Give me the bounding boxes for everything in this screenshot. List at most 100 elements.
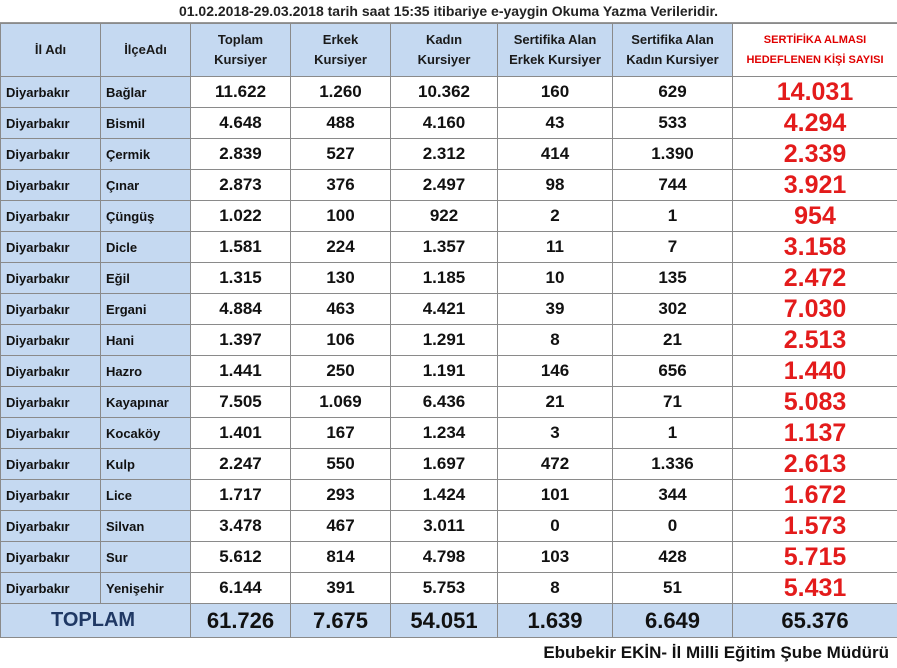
- value-cell: 2.873: [191, 170, 291, 201]
- value-cell: 101: [498, 480, 613, 511]
- header-text: HEDEFLENEN KİŞİ SAYISI: [733, 50, 897, 70]
- value-cell: 472: [498, 449, 613, 480]
- value-cell: 428: [613, 542, 733, 573]
- value-cell: 527: [291, 139, 391, 170]
- name-cell: Diyarbakır: [1, 294, 101, 325]
- name-cell: Ergani: [101, 294, 191, 325]
- value-cell: 5.612: [191, 542, 291, 573]
- total-cell: 54.051: [391, 604, 498, 638]
- name-cell: Diyarbakır: [1, 418, 101, 449]
- value-cell: 1.357: [391, 232, 498, 263]
- value-cell: 43: [498, 108, 613, 139]
- name-cell: Diyarbakır: [1, 511, 101, 542]
- value-cell: 2.339: [733, 139, 897, 170]
- name-cell: Dicle: [101, 232, 191, 263]
- value-cell: 103: [498, 542, 613, 573]
- value-cell: 5.083: [733, 387, 897, 418]
- name-cell: Diyarbakır: [1, 356, 101, 387]
- title: 01.02.2018-29.03.2018 tarih saat 15:35 i…: [0, 0, 897, 23]
- header-text: Kursiyer: [291, 50, 390, 70]
- value-cell: 463: [291, 294, 391, 325]
- value-cell: 1.022: [191, 201, 291, 232]
- value-cell: 1.573: [733, 511, 897, 542]
- name-cell: Kocaköy: [101, 418, 191, 449]
- name-cell: Hani: [101, 325, 191, 356]
- name-cell: Bağlar: [101, 77, 191, 108]
- value-cell: 4.798: [391, 542, 498, 573]
- value-cell: 1.697: [391, 449, 498, 480]
- name-cell: Hazro: [101, 356, 191, 387]
- value-cell: 1.581: [191, 232, 291, 263]
- value-cell: 11.622: [191, 77, 291, 108]
- value-cell: 744: [613, 170, 733, 201]
- header-text: Sertifika Alan: [498, 30, 612, 50]
- value-cell: 1.397: [191, 325, 291, 356]
- total-cell: 1.639: [498, 604, 613, 638]
- value-cell: 160: [498, 77, 613, 108]
- value-cell: 1.069: [291, 387, 391, 418]
- value-cell: 3.011: [391, 511, 498, 542]
- value-cell: 1.424: [391, 480, 498, 511]
- value-cell: 1.672: [733, 480, 897, 511]
- value-cell: 8: [498, 325, 613, 356]
- value-cell: 391: [291, 573, 391, 604]
- value-cell: 5.753: [391, 573, 498, 604]
- name-cell: Diyarbakır: [1, 325, 101, 356]
- value-cell: 250: [291, 356, 391, 387]
- value-cell: 814: [291, 542, 391, 573]
- name-cell: Çınar: [101, 170, 191, 201]
- value-cell: 1.440: [733, 356, 897, 387]
- value-cell: 100: [291, 201, 391, 232]
- value-cell: 3: [498, 418, 613, 449]
- value-cell: 1.137: [733, 418, 897, 449]
- value-cell: 10.362: [391, 77, 498, 108]
- name-cell: Sur: [101, 542, 191, 573]
- name-cell: Kulp: [101, 449, 191, 480]
- value-cell: 629: [613, 77, 733, 108]
- value-cell: 6.144: [191, 573, 291, 604]
- value-cell: 11: [498, 232, 613, 263]
- value-cell: 2: [498, 201, 613, 232]
- value-cell: 8: [498, 573, 613, 604]
- value-cell: 293: [291, 480, 391, 511]
- value-cell: 376: [291, 170, 391, 201]
- value-cell: 1.717: [191, 480, 291, 511]
- value-cell: 302: [613, 294, 733, 325]
- value-cell: 467: [291, 511, 391, 542]
- value-cell: 2.497: [391, 170, 498, 201]
- value-cell: 224: [291, 232, 391, 263]
- value-cell: 2.472: [733, 263, 897, 294]
- header-text: Toplam: [191, 30, 290, 50]
- value-cell: 0: [613, 511, 733, 542]
- value-cell: 1.315: [191, 263, 291, 294]
- value-cell: 7: [613, 232, 733, 263]
- name-cell: Diyarbakır: [1, 170, 101, 201]
- name-cell: Diyarbakır: [1, 449, 101, 480]
- value-cell: 167: [291, 418, 391, 449]
- value-cell: 3.158: [733, 232, 897, 263]
- value-cell: 2.513: [733, 325, 897, 356]
- value-cell: 21: [613, 325, 733, 356]
- header-text: İl Adı: [1, 40, 100, 60]
- name-cell: Eğil: [101, 263, 191, 294]
- value-cell: 344: [613, 480, 733, 511]
- value-cell: 1.390: [613, 139, 733, 170]
- name-cell: Diyarbakır: [1, 139, 101, 170]
- value-cell: 106: [291, 325, 391, 356]
- value-cell: 2.839: [191, 139, 291, 170]
- value-cell: 5.715: [733, 542, 897, 573]
- value-cell: 14.031: [733, 77, 897, 108]
- value-cell: 1.291: [391, 325, 498, 356]
